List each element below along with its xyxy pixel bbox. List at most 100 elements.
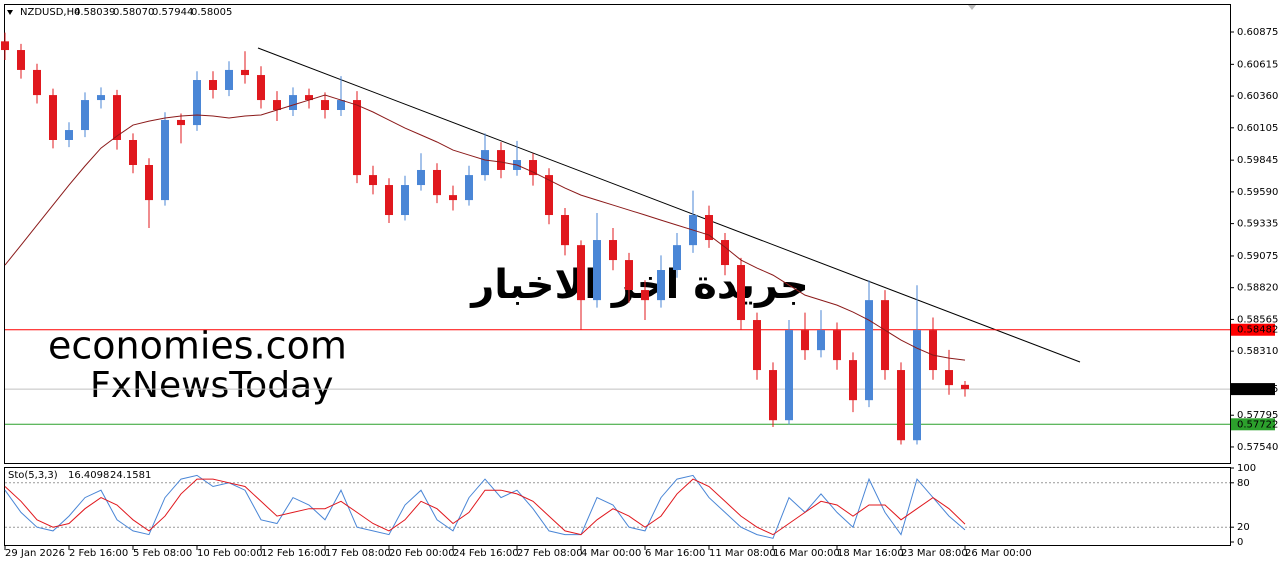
menu-triangle[interactable] bbox=[7, 10, 13, 15]
x-tick-label: 20 Feb 00:00 bbox=[389, 548, 455, 559]
candle-body bbox=[97, 95, 105, 101]
stochastic-line bbox=[4, 478, 966, 536]
indicator-value: 16.4098 bbox=[68, 470, 109, 481]
x-tick-label: 12 Feb 16:00 bbox=[261, 548, 327, 559]
y-tick-label: 0.59590 bbox=[1237, 187, 1278, 198]
candle-body bbox=[545, 175, 553, 216]
candle-body bbox=[273, 100, 281, 111]
y-tick-label: 0.60360 bbox=[1237, 91, 1278, 102]
y-tick-label: 0.58820 bbox=[1237, 283, 1278, 294]
indicator-title: Sto(5,3,3) bbox=[8, 470, 58, 481]
candle-body bbox=[257, 75, 265, 101]
header-price: 0.57944 bbox=[152, 7, 193, 18]
price-level-box bbox=[1231, 418, 1275, 431]
candle-body bbox=[785, 330, 793, 421]
y-tick-label: 0.60105 bbox=[1237, 123, 1278, 134]
price-level-label: 0.58005 bbox=[1237, 384, 1278, 395]
y-tick-label: 0.57795 bbox=[1237, 410, 1278, 421]
candle-body bbox=[481, 150, 489, 176]
candle-body bbox=[465, 175, 473, 201]
x-tick-label: 6 Mar 16:00 bbox=[645, 548, 705, 559]
price-level-box bbox=[1231, 383, 1275, 396]
candle-body bbox=[369, 175, 377, 186]
y-tick-label: 0.58565 bbox=[1237, 314, 1278, 325]
candle-body bbox=[177, 119, 185, 126]
candle-body bbox=[145, 165, 153, 201]
candle-body bbox=[817, 330, 825, 351]
candle-body bbox=[33, 69, 41, 96]
candle-body bbox=[225, 69, 233, 90]
candle-body bbox=[913, 330, 921, 441]
watermark: FxNewsToday bbox=[90, 365, 333, 406]
y-tick-label: 0.60615 bbox=[1237, 59, 1278, 70]
candle-body bbox=[929, 330, 937, 371]
candle-body bbox=[81, 100, 89, 131]
x-tick-label: 16 Mar 00:00 bbox=[773, 548, 840, 559]
candle-body bbox=[865, 300, 873, 401]
indicator-panel-frame bbox=[4, 467, 1231, 546]
x-tick-label: 10 Feb 00:00 bbox=[197, 548, 263, 559]
candle-body bbox=[305, 95, 313, 101]
candle-body bbox=[721, 240, 729, 266]
x-tick-label: 23 Mar 08:00 bbox=[901, 548, 968, 559]
candle-body bbox=[209, 80, 217, 90]
candle-body bbox=[833, 330, 841, 361]
y-tick-label: 0.57540 bbox=[1237, 442, 1278, 453]
y-tick-label: 0.58310 bbox=[1237, 346, 1278, 357]
x-tick-label: 5 Feb 08:00 bbox=[133, 548, 192, 559]
x-tick-label: 18 Mar 16:00 bbox=[837, 548, 904, 559]
y-tick-label: 0.59335 bbox=[1237, 219, 1278, 230]
x-tick-label: 17 Feb 08:00 bbox=[325, 548, 391, 559]
candle-body bbox=[417, 169, 425, 186]
candle-body bbox=[17, 50, 25, 70]
candle-body bbox=[1, 41, 9, 51]
candle-body bbox=[49, 95, 57, 140]
candle-body bbox=[321, 100, 329, 111]
candle-body bbox=[657, 270, 665, 301]
candle-body bbox=[801, 330, 809, 351]
candle-body bbox=[529, 160, 537, 176]
moving-average bbox=[4, 94, 966, 361]
candle-body bbox=[449, 195, 457, 201]
candle-body bbox=[241, 69, 249, 76]
x-tick-label: 24 Feb 16:00 bbox=[453, 548, 519, 559]
y-tick-label: 100 bbox=[1237, 463, 1256, 474]
candle-body bbox=[961, 384, 969, 390]
watermark: economies.com bbox=[48, 324, 347, 368]
y-tick-label: 80 bbox=[1237, 478, 1250, 489]
candle-body bbox=[433, 169, 441, 196]
candle-body bbox=[673, 245, 681, 271]
header-price: 0.58039 bbox=[74, 7, 115, 18]
candle-body bbox=[353, 100, 361, 176]
candle-body bbox=[497, 150, 505, 170]
x-tick-label: 29 Jan 2026 bbox=[5, 548, 65, 559]
indicator-value: 24.1581 bbox=[110, 470, 151, 481]
header-price: 0.58070 bbox=[113, 7, 154, 18]
candle-body bbox=[577, 245, 585, 301]
x-tick-label: 11 Mar 08:00 bbox=[709, 548, 776, 559]
x-tick-label: 2 Feb 16:00 bbox=[69, 548, 128, 559]
y-tick-label: 20 bbox=[1237, 522, 1250, 533]
candle-body bbox=[753, 320, 761, 371]
trend-line bbox=[257, 47, 1081, 363]
candle-body bbox=[641, 290, 649, 301]
y-tick-label: 0.59845 bbox=[1237, 155, 1278, 166]
symbol-header: NZDUSD,H4 bbox=[20, 7, 80, 18]
candle-body bbox=[737, 265, 745, 321]
candle-body bbox=[769, 370, 777, 421]
shift-marker bbox=[968, 5, 976, 10]
price-level-label: 0.58482 bbox=[1237, 325, 1278, 336]
price-level-box bbox=[1231, 323, 1275, 336]
candle-body bbox=[593, 240, 601, 301]
y-tick-label: 0 bbox=[1237, 537, 1243, 548]
candle-body bbox=[65, 130, 73, 140]
candle-body bbox=[289, 95, 297, 111]
candle-body bbox=[881, 300, 889, 371]
y-tick-label: 0.59075 bbox=[1237, 251, 1278, 262]
candle-body bbox=[625, 260, 633, 291]
candle-body bbox=[705, 215, 713, 241]
x-tick-label: 27 Feb 08:00 bbox=[517, 548, 583, 559]
price-level-label: 0.57722 bbox=[1237, 419, 1278, 430]
main-panel-frame bbox=[4, 4, 1231, 464]
